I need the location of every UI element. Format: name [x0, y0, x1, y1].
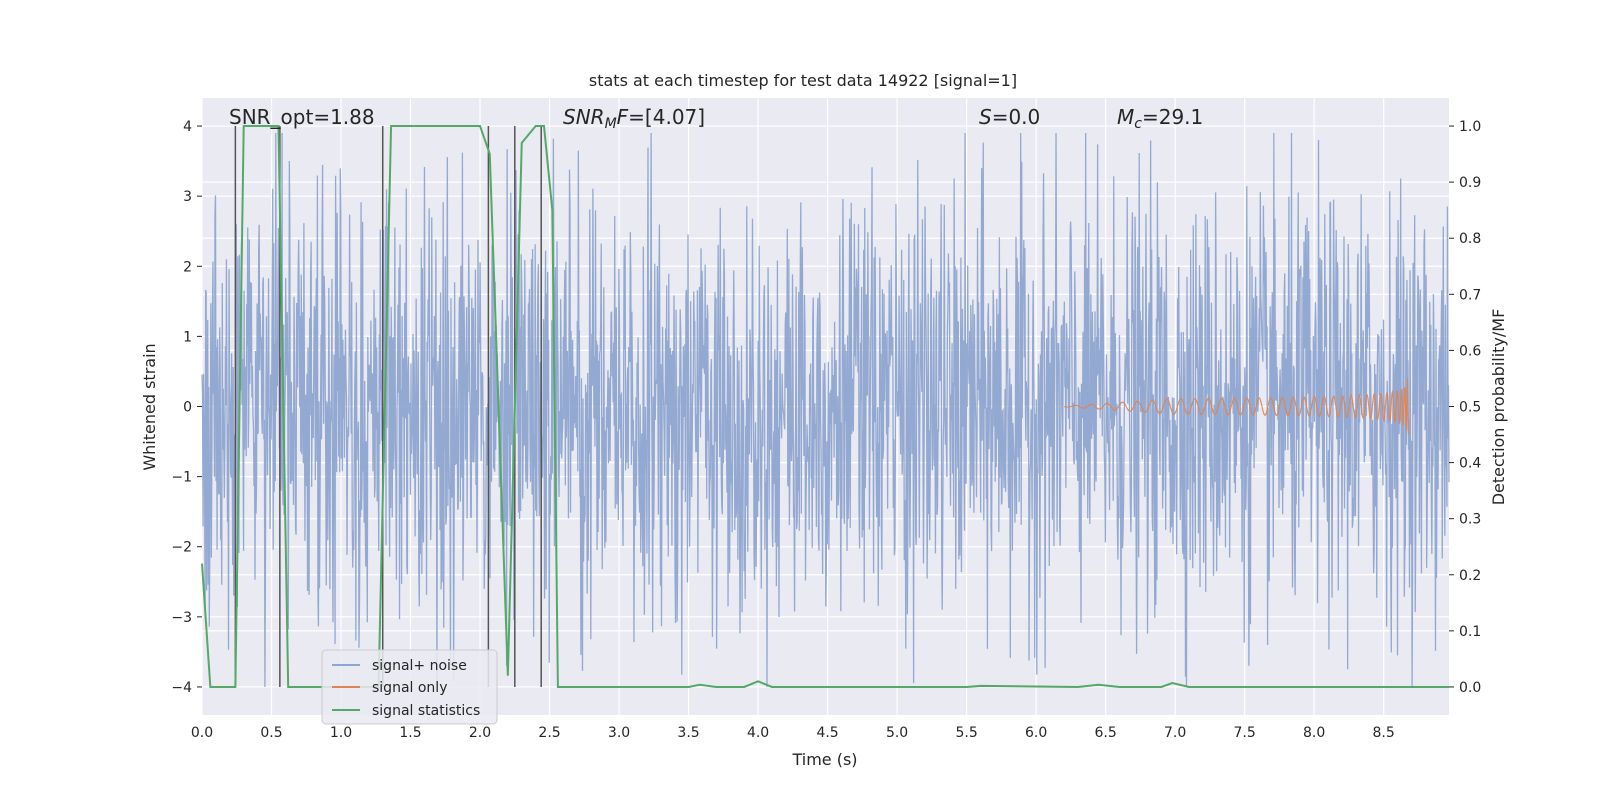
x-tick-label: 7.5 [1234, 725, 1256, 741]
y-right-tick-label: 0.6 [1459, 343, 1481, 359]
noise-line [201, 133, 1450, 687]
y-axis-label-right: Detection probability/MF [1489, 309, 1508, 506]
x-tick-label: 3.5 [677, 725, 699, 741]
annotation-snr-mf-sub: M [605, 116, 617, 132]
x-tick-label: 4.5 [816, 725, 838, 741]
x-tick-label: 2.0 [469, 725, 491, 741]
legend-label-signal-noise: signal+ noise [372, 658, 467, 674]
x-tick-label: 8.0 [1303, 725, 1325, 741]
annotation-s-main: S [979, 105, 992, 129]
x-tick-label: 3.0 [608, 725, 630, 741]
x-tick-label: 5.0 [886, 725, 908, 741]
statistics-line [201, 125, 1449, 688]
annotation-mc: Mc=29.1 [1117, 105, 1203, 132]
y-tick-label: 3 [183, 189, 192, 205]
annotation-mc-main: M [1117, 105, 1134, 129]
x-tick-label: 7.0 [1164, 725, 1186, 741]
annotation-snr-mf-value: =[4.07] [628, 105, 705, 129]
y-tick-label: −3 [171, 610, 192, 626]
y-tick-label: −1 [171, 470, 192, 486]
x-tick-label: 6.0 [1025, 725, 1047, 741]
annotation-snr-mf-tail: F [617, 105, 629, 129]
y-right-tick-label: 0.4 [1459, 456, 1481, 472]
y-right-tick-label: 0.5 [1459, 400, 1481, 416]
x-tick-label: 2.5 [538, 725, 560, 741]
x-tick-label: 6.5 [1094, 725, 1116, 741]
axes: 0.0 0.5 1.0 1.5 2.0 2.5 3.0 3.5 4.0 4.5 5.0 5.5 6.0 6… [171, 119, 1481, 741]
y-tick-label: 0 [183, 400, 192, 416]
annotation-mc-sub: c [1134, 116, 1142, 132]
annotation-s: S=0.0 [979, 105, 1040, 129]
x-axis-label: Time (s) [791, 750, 857, 769]
x-tick-label: 1.0 [330, 725, 352, 741]
y-tick-label: −2 [171, 540, 192, 556]
y-right-tick-label: 0.1 [1459, 624, 1481, 640]
y-axis-label: Whitened strain [140, 343, 159, 470]
x-tick-label: 0.5 [260, 725, 282, 741]
signal-line [1063, 378, 1410, 435]
annotation-snr-mf-main: SNR [563, 105, 605, 129]
y-right-tick-label: 1.0 [1459, 119, 1481, 135]
y-right-tick-label: 0.3 [1459, 512, 1481, 528]
x-tick-label: 1.5 [399, 725, 421, 741]
legend-label-signal-statistics: signal statistics [372, 703, 480, 719]
legend-box [321, 649, 498, 725]
y-right-tick-label: 0.8 [1459, 231, 1481, 247]
legend: signal+ noise signal only signal statist… [321, 649, 498, 725]
series-signal-noise [201, 133, 1450, 687]
y-tick-label: −4 [171, 680, 192, 696]
series-signal-statistics [201, 125, 1449, 688]
annotation-mc-value: =29.1 [1142, 105, 1203, 129]
y-right-tick-label: 0.2 [1459, 568, 1481, 584]
y-tick-label: 1 [183, 329, 192, 345]
y-right-tick-label: 0.9 [1459, 175, 1481, 191]
y-tick-label: 2 [183, 259, 192, 275]
x-tick-label: 8.5 [1373, 725, 1395, 741]
y-tick-label: 4 [183, 119, 192, 135]
annotation-snr-opt: SNR_opt=1.88 [229, 105, 375, 129]
y-right-tick-label: 0.0 [1459, 680, 1481, 696]
annotation-snr-mf: SNRMF=[4.07] [563, 105, 705, 132]
annotation-s-value: =0.0 [992, 105, 1041, 129]
y-right-tick-label: 0.7 [1459, 287, 1481, 303]
x-tick-label: 5.5 [955, 725, 977, 741]
legend-label-signal-only: signal only [372, 680, 447, 696]
series-signal-only [1063, 378, 1410, 435]
x-tick-label: 4.0 [747, 725, 769, 741]
chart-title: stats at each timestep for test data 149… [589, 71, 1017, 90]
x-tick-label: 0.0 [191, 725, 213, 741]
